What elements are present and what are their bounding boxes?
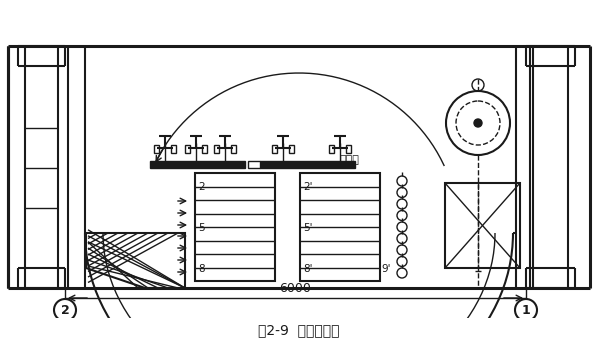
Bar [260, 161, 355, 168]
Circle shape [474, 119, 482, 127]
Bar [195, 173, 275, 281]
Text: 档风槽: 档风槽 [340, 155, 360, 165]
Text: 2: 2 [198, 183, 205, 193]
Bar [154, 145, 159, 153]
Bar [272, 145, 277, 153]
Text: 1: 1 [521, 304, 530, 316]
Bar [346, 145, 351, 153]
Text: 8: 8 [198, 263, 205, 273]
Text: 2: 2 [60, 304, 69, 316]
Text: 图2-9  鱼类冻结间: 图2-9 鱼类冻结间 [258, 323, 340, 337]
Text: 5: 5 [198, 223, 205, 233]
Bar [150, 161, 245, 168]
Text: 5': 5' [303, 223, 313, 233]
Bar [248, 161, 260, 168]
Text: 8': 8' [303, 263, 313, 273]
Bar [445, 183, 520, 268]
Bar [289, 145, 294, 153]
Bar [214, 145, 219, 153]
Bar [329, 145, 334, 153]
Bar [185, 145, 190, 153]
Bar [231, 145, 236, 153]
Text: 6000: 6000 [279, 282, 312, 295]
Text: 2': 2' [303, 183, 313, 193]
Bar [300, 173, 380, 281]
Bar [171, 145, 176, 153]
Bar [202, 145, 207, 153]
Text: 9': 9' [381, 263, 390, 273]
